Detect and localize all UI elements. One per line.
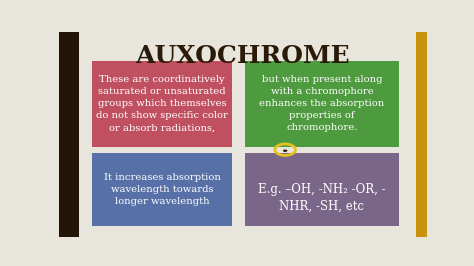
FancyBboxPatch shape (59, 32, 80, 237)
Text: but when present along
with a chromophore
enhances the absorption
properties of
: but when present along with a chromophor… (259, 75, 384, 132)
Text: E.g. –OH, -NH₂ -OR, -
NHR, -SH, etc: E.g. –OH, -NH₂ -OR, - NHR, -SH, etc (258, 182, 386, 213)
Text: It increases absorption
wavelength towards
longer wavelength: It increases absorption wavelength towar… (104, 173, 220, 206)
Circle shape (283, 149, 287, 152)
Text: AUXOCHROME: AUXOCHROME (136, 44, 350, 69)
FancyBboxPatch shape (92, 153, 232, 227)
FancyBboxPatch shape (416, 32, 427, 237)
FancyBboxPatch shape (92, 61, 232, 147)
Text: These are coordinatively
saturated or unsaturated
groups which themselves
do not: These are coordinatively saturated or un… (96, 75, 228, 132)
FancyBboxPatch shape (245, 61, 399, 147)
FancyBboxPatch shape (245, 153, 399, 227)
